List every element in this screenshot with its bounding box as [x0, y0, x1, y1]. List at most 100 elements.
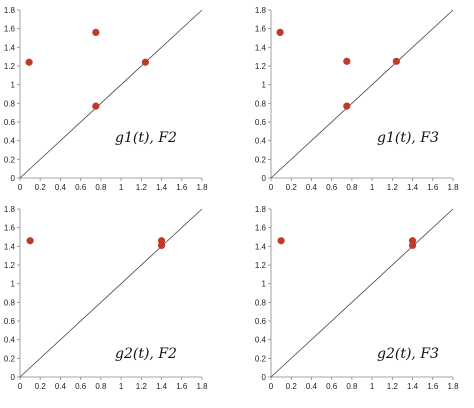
- y-tick-label: 1: [262, 81, 267, 90]
- scatter-panel-1: 0 0.2 0.4 0.6 0.8 1 1.2 1.4 1.6 1.8 0 0.2 0.4 0.6 0.8 1…: [4, 6, 208, 192]
- y-tick-label: 1.6: [4, 224, 16, 233]
- x-tick-label: 0.2: [35, 183, 47, 192]
- data-point: [157, 241, 166, 249]
- x-tick-label: 0.8: [95, 382, 107, 391]
- data-point: [277, 237, 285, 245]
- x-tick-label: 0.4: [306, 183, 318, 192]
- x-tick-label: 1.6: [176, 183, 188, 192]
- y-tick-label: 1.8: [255, 6, 267, 15]
- x-tick-label: 1.4: [407, 382, 419, 391]
- data-point: [276, 28, 284, 36]
- data-point: [343, 57, 351, 65]
- y-tick-label: 1.6: [255, 224, 267, 233]
- x-tick-label: 0.2: [286, 183, 298, 192]
- x-tick-label: 1: [119, 382, 124, 391]
- y-tick-label: 1.4: [255, 242, 267, 251]
- x-tick-label: 0.8: [95, 183, 107, 192]
- y-tick-label: 1.6: [4, 25, 16, 34]
- y-tick-label: 1.8: [4, 205, 16, 214]
- y-tick-label: 0.2: [4, 354, 16, 363]
- x-tick-label: 0.4: [55, 382, 67, 391]
- panel-annotation: g1(t), F2: [115, 130, 177, 146]
- data-point: [392, 57, 400, 65]
- y-tick-label: 1.8: [255, 205, 267, 214]
- y-tick-label: 0.8: [4, 99, 16, 108]
- panel-annotation: g2(t), F2: [115, 346, 177, 362]
- panel-annotation: g2(t), F3: [377, 346, 439, 362]
- diagonal-line: [270, 208, 454, 378]
- x-tick-label: 0.6: [326, 382, 338, 391]
- y-tick-label: 1: [11, 81, 16, 90]
- y-tick-label: 0.8: [255, 298, 267, 307]
- y-tick-label: 0.6: [4, 317, 16, 326]
- x-tick-label: 0: [269, 183, 274, 192]
- data-point: [92, 102, 100, 110]
- x-tick-label: 0.4: [55, 183, 67, 192]
- x-tick-label: 0: [269, 382, 274, 391]
- x-tick-label: 0.4: [306, 382, 318, 391]
- y-tick-label: 0: [11, 174, 16, 183]
- x-tick-label: 1: [370, 382, 375, 391]
- y-tick-label: 1.4: [4, 242, 16, 251]
- y-tick-label: 0.2: [255, 354, 267, 363]
- y-tick-label: 0.6: [255, 317, 267, 326]
- y-tick-label: 1.2: [4, 62, 16, 71]
- x-tick-label: 1.2: [387, 183, 399, 192]
- x-tick-label: 0.2: [286, 382, 298, 391]
- y-tick-label: 1.2: [255, 261, 267, 270]
- diagonal-line: [270, 9, 454, 179]
- x-tick-label: 0.8: [346, 382, 358, 391]
- panel-annotation: g1(t), F3: [377, 130, 439, 146]
- y-tick-label: 0.6: [255, 118, 267, 127]
- data-point: [343, 102, 351, 110]
- x-tick-label: 0.6: [75, 183, 87, 192]
- diagonal-line: [19, 208, 203, 378]
- y-tick-label: 0: [262, 373, 267, 382]
- scatter-panel-2: 0 0.2 0.4 0.6 0.8 1 1.2 1.4 1.6 1.8 0 0.2 0.4 0.6 0.8 1…: [255, 6, 459, 192]
- x-tick-label: 0: [18, 382, 23, 391]
- y-tick-label: 0.2: [255, 155, 267, 164]
- data-point: [141, 58, 149, 66]
- diagonal-line: [19, 9, 203, 179]
- data-point: [25, 58, 33, 66]
- x-tick-label: 1: [370, 183, 375, 192]
- data-point: [408, 241, 417, 249]
- data-point: [26, 237, 34, 245]
- y-tick-label: 1.6: [255, 25, 267, 34]
- y-tick-label: 0.8: [255, 99, 267, 108]
- y-tick-label: 1: [11, 280, 16, 289]
- x-tick-label: 0.2: [35, 382, 47, 391]
- y-tick-label: 0.8: [4, 298, 16, 307]
- data-point: [92, 28, 100, 36]
- y-tick-label: 1.4: [255, 43, 267, 52]
- x-tick-label: 1.2: [136, 382, 148, 391]
- y-tick-label: 1: [262, 280, 267, 289]
- x-tick-label: 1.6: [427, 183, 439, 192]
- y-tick-label: 0.2: [4, 155, 16, 164]
- y-tick-label: 1.8: [4, 6, 16, 15]
- x-tick-label: 1.2: [136, 183, 148, 192]
- x-tick-label: 1.4: [156, 382, 168, 391]
- x-tick-label: 1.6: [176, 382, 188, 391]
- y-tick-label: 1.2: [4, 261, 16, 270]
- x-tick-label: 1.8: [447, 183, 459, 192]
- y-tick-label: 1.2: [255, 62, 267, 71]
- y-tick-label: 0: [11, 373, 16, 382]
- x-tick-label: 1.8: [196, 183, 208, 192]
- scatter-panel-4: 0 0.2 0.4 0.6 0.8 1 1.2 1.4 1.6 1.8 0 0.2 0.4 0.6 0.8 1…: [255, 205, 459, 391]
- x-tick-label: 1.8: [196, 382, 208, 391]
- y-tick-label: 0.4: [255, 137, 267, 146]
- x-tick-label: 1.4: [156, 183, 168, 192]
- scatter-panel-3: 0 0.2 0.4 0.6 0.8 1 1.2 1.4 1.6 1.8 0 0.2 0.4 0.6 0.8 1…: [4, 205, 208, 391]
- x-tick-label: 1.2: [387, 382, 399, 391]
- y-tick-label: 0.4: [4, 137, 16, 146]
- x-tick-label: 0: [18, 183, 23, 192]
- y-tick-label: 1.4: [4, 43, 16, 52]
- y-tick-label: 0.4: [4, 336, 16, 345]
- y-tick-label: 0: [262, 174, 267, 183]
- x-tick-label: 1: [119, 183, 124, 192]
- x-tick-label: 1.4: [407, 183, 419, 192]
- x-tick-label: 0.6: [326, 183, 338, 192]
- y-tick-label: 0.4: [255, 336, 267, 345]
